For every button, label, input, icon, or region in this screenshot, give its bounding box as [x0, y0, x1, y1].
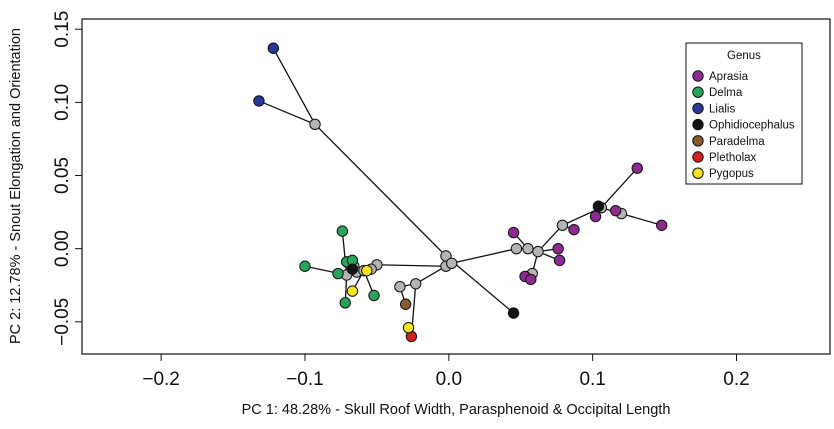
legend-marker-delma [692, 86, 704, 98]
legend-label-ophidiocephalus: Ophidiocephalus [709, 120, 795, 132]
edges-layer [258, 47, 662, 337]
legend-title: Genus [727, 50, 761, 62]
data-point-aprasia [568, 223, 580, 236]
tree-edge [415, 265, 447, 285]
ancestral-node [410, 278, 422, 290]
legend-label-delma: Delma [709, 87, 743, 99]
ancestral-node [522, 242, 534, 255]
y-tick-label: 0.15 [52, 11, 73, 48]
y-tick-label: 0.00 [52, 230, 73, 267]
legend-label-lialis: Lialis [709, 103, 735, 115]
data-point-lialis [253, 95, 265, 107]
data-point-aprasia [609, 204, 622, 217]
data-point-pygopus [402, 321, 415, 334]
data-point-ophidiocephalus [346, 263, 359, 275]
ancestral-node [445, 257, 458, 270]
tree-edge [537, 224, 563, 253]
data-point-ophidiocephalus [592, 200, 605, 212]
data-point-aprasia [631, 162, 643, 174]
tree-edge [314, 123, 447, 257]
y-axis-title: PC 2: 12.78% - Snout Elongation and Orie… [8, 28, 24, 344]
x-axis: −0.2 −0.1 0.0 0.1 0.2 [142, 353, 750, 390]
tree-edge [451, 248, 517, 264]
data-point-delma [299, 260, 311, 272]
legend-entries: Aprasia Delma Lialis Ophidiocephalus Paradel… [692, 70, 795, 180]
x-tick-label: 0.1 [579, 369, 605, 390]
legend-marker-paradelma [692, 135, 704, 147]
legend-marker-ophidiocephalus [692, 118, 704, 131]
data-point-delma [339, 297, 351, 309]
ancestral-node [510, 242, 523, 255]
x-tick-label: −0.2 [142, 369, 180, 390]
legend-label-aprasia: Aprasia [709, 71, 749, 83]
data-point-pygopus [346, 285, 359, 297]
data-point-aprasia [553, 254, 566, 267]
legend-box [685, 42, 803, 185]
data-point-aprasia [525, 273, 537, 286]
y-axis: −0.05 0.00 0.05 0.10 0.15 [52, 11, 83, 346]
y-tick-label: −0.05 [52, 298, 73, 346]
tree-edge [341, 231, 348, 276]
data-point-aprasia [656, 219, 668, 231]
legend-marker-pletholax [692, 151, 704, 163]
data-point-aprasia [589, 210, 602, 223]
legend-marker-aprasia [692, 70, 704, 82]
data-point-delma [332, 267, 344, 280]
legend-label-pygopus: Pygopus [709, 168, 754, 180]
ancestral-node [309, 118, 321, 131]
x-tick-label: 0.0 [436, 369, 462, 390]
data-point-ophidiocephalus [507, 307, 520, 319]
data-point-delma [368, 289, 380, 302]
data-point-aprasia [552, 242, 564, 255]
ancestral-node [556, 219, 569, 231]
ancestral-node [532, 245, 544, 258]
tree-edge [258, 100, 316, 125]
legend-label-paradelma: Paradelma [709, 136, 765, 148]
tree-edge [445, 255, 514, 314]
data-point-paradelma [399, 298, 412, 310]
x-tick-label: −0.1 [286, 369, 324, 390]
legend-marker-lialis [692, 102, 704, 115]
tree-edge [376, 264, 446, 267]
data-point-aprasia [507, 226, 520, 239]
tree-edge [600, 167, 638, 209]
ancestral-node [394, 281, 406, 293]
tree-edge [621, 212, 662, 226]
data-point-delma [336, 225, 349, 237]
data-point-lialis [267, 42, 280, 54]
x-tick-label: 0.2 [723, 369, 749, 390]
points-layer [253, 42, 668, 343]
data-point-pygopus [361, 264, 373, 277]
legend-label-pletholax: Pletholax [709, 152, 757, 164]
x-axis-title: PC 1: 48.28% - Skull Roof Width, Parasph… [242, 402, 671, 418]
legend-marker-pygopus [692, 167, 704, 179]
legend: Genus Aprasia Delma Lialis Ophidiocephalus P… [685, 42, 803, 185]
tree-edge [272, 47, 316, 125]
y-tick-label: 0.05 [52, 157, 73, 194]
y-tick-label: 0.10 [52, 84, 73, 121]
